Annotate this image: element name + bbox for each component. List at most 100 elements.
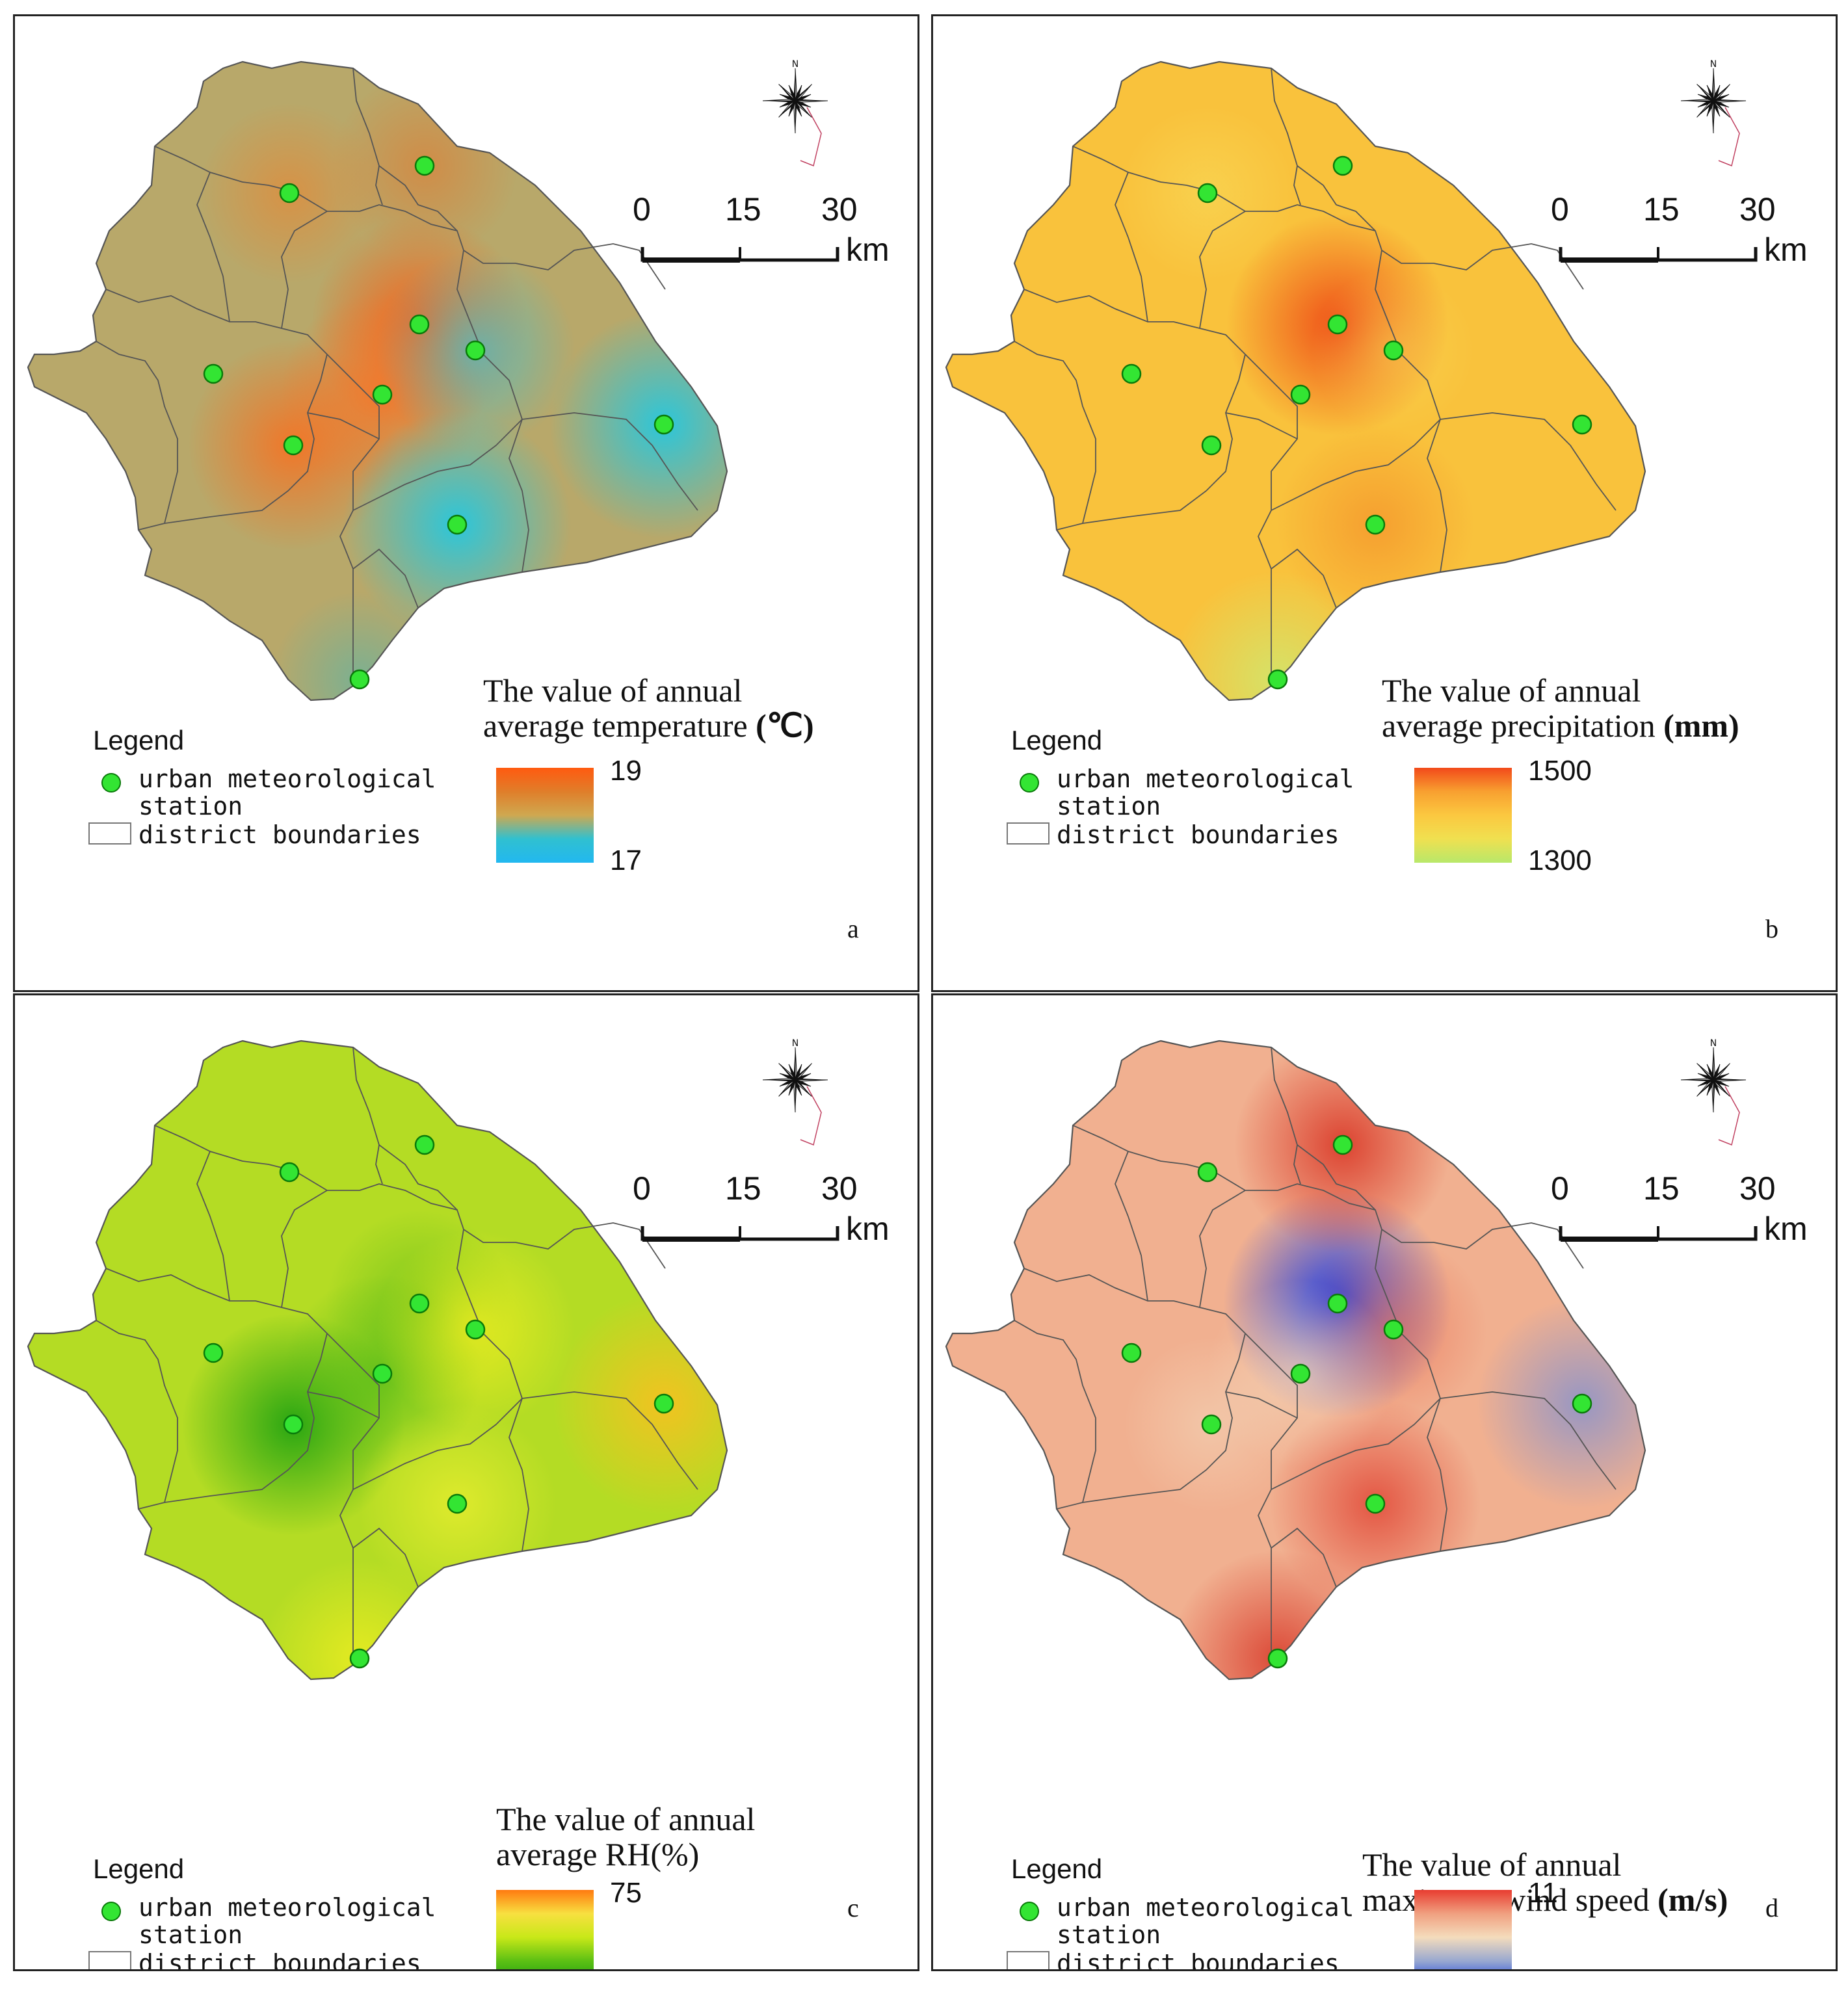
ramp-max-label: 75 [610, 1877, 642, 1909]
district-boundary-16 [1271, 1527, 1337, 1588]
map-panel-d: N 0 15 30 km The value of annual maximum… [931, 993, 1838, 1971]
district-boundary-2 [1277, 204, 1434, 264]
ramp-max-label: 11 [1528, 1877, 1558, 1909]
district-boundary-6 [1440, 412, 1617, 511]
north-arrow-icon: N [1680, 59, 1747, 167]
station-marker [447, 1493, 468, 1514]
district-boundary-11 [1115, 1151, 1148, 1302]
station-marker [1121, 1343, 1142, 1363]
station-markers [203, 155, 674, 690]
scale-tick-15: 15 [725, 1170, 761, 1207]
color-ramp [1414, 1890, 1512, 1969]
district-boundary-2 [359, 204, 516, 264]
panel-letter: c [847, 1893, 859, 1922]
station-marker [1290, 1363, 1311, 1384]
north-arrow-icon: N [762, 59, 828, 167]
district-boundary-6 [521, 1391, 698, 1490]
district-boundary-10 [326, 354, 380, 686]
legend-station-icon [1020, 773, 1039, 793]
district-boundary-4 [456, 1229, 523, 1399]
district-boundary-7 [508, 1398, 529, 1552]
district-boundary-16 [1271, 548, 1337, 609]
scale-tick-0: 0 [1551, 1170, 1569, 1207]
district-boundary-0 [352, 1047, 383, 1185]
district-boundary-1 [154, 1125, 360, 1191]
station-marker [203, 363, 224, 384]
district-boundary-9 [1056, 354, 1246, 531]
district-boundary-10 [1245, 1333, 1298, 1665]
ramp-title-line2: average precipitation (mm) [1382, 707, 1739, 744]
scale-tick-30: 30 [821, 191, 858, 228]
district-boundary-14 [1014, 341, 1096, 524]
station-marker [1201, 1414, 1222, 1435]
station-marker [1290, 384, 1311, 405]
district-boundary-16 [352, 548, 419, 609]
legend-station-label: urban meteorological [1057, 1893, 1354, 1922]
north-label: N [792, 59, 799, 70]
north-label: N [792, 1038, 799, 1049]
district-boundary-1 [1072, 1125, 1278, 1191]
district-boundary-0 [1271, 1047, 1301, 1185]
station-markers [1121, 1134, 1592, 1669]
ramp-title-line1: The value of annual [1382, 672, 1641, 709]
legend-station-icon [1020, 1902, 1039, 1921]
district-boundary-4 [1375, 250, 1441, 420]
district-boundary-9 [138, 354, 328, 531]
station-marker [1365, 514, 1386, 535]
ramp-min-label: 3 [1528, 1967, 1544, 1969]
station-marker [1267, 669, 1288, 690]
district-boundary-1 [1072, 146, 1278, 212]
map-panel-b: N 0 15 30 km The value of annual average… [931, 14, 1838, 992]
legend-title: Legend [93, 725, 185, 755]
district-boundary-2 [359, 1183, 516, 1243]
color-ramp [1414, 768, 1512, 863]
district-boundary-11 [196, 172, 230, 322]
district-boundary-0 [1271, 68, 1301, 205]
scale-bar [1559, 1226, 1758, 1242]
station-marker [283, 435, 304, 456]
legend-station-label-cont: station [1057, 1920, 1161, 1949]
district-boundary-7 [1427, 1398, 1447, 1552]
district-boundary-13 [1297, 165, 1376, 231]
legend-title: Legend [1011, 725, 1103, 755]
station-marker [349, 669, 370, 690]
station-marker [1197, 1162, 1218, 1183]
station-marker [283, 1414, 304, 1435]
scale-bar [640, 1226, 839, 1242]
legend-station-label: urban meteorological [1057, 765, 1354, 793]
ramp-title-line1: The value of annual [483, 672, 743, 709]
scale-tick-0: 0 [1551, 191, 1569, 228]
north-label: N [1710, 59, 1717, 70]
station-marker [1327, 1293, 1348, 1314]
ramp-min-label: 1300 [1528, 845, 1592, 876]
legend-station-label: urban meteorological [139, 1893, 436, 1922]
legend-station-icon [101, 1902, 121, 1921]
district-boundary-13 [1297, 1144, 1376, 1211]
ramp-title-line2: average temperature (℃) [483, 707, 814, 744]
station-marker [653, 1393, 674, 1414]
scale-tick-30: 30 [1739, 191, 1776, 228]
station-marker [203, 1343, 224, 1363]
district-boundary-6 [1440, 1391, 1617, 1490]
station-marker [1383, 1319, 1404, 1340]
district-boundaries [945, 1040, 1646, 1681]
ramp-title-unit: (mm) [1663, 707, 1739, 744]
city-outline [945, 60, 1646, 701]
district-boundary-2 [1277, 1183, 1434, 1243]
map-canvas: N [27, 1038, 839, 1681]
district-boundary-12 [1199, 1190, 1246, 1308]
district-boundaries [27, 1040, 728, 1681]
district-boundary-1 [154, 146, 360, 212]
district-boundary-13 [378, 1144, 458, 1211]
district-boundary-7 [508, 419, 529, 573]
district-boundary-13 [378, 165, 458, 231]
legend-boundary-label: district boundaries [139, 1949, 421, 1971]
station-marker [1572, 414, 1592, 435]
station-marker [414, 1134, 435, 1155]
station-marker [372, 1363, 393, 1384]
legend-station-label: urban meteorological [139, 765, 436, 793]
district-boundary-15 [307, 412, 380, 439]
station-marker [279, 1162, 300, 1183]
district-boundary-4 [456, 250, 523, 420]
ramp-title-line2: average RH(%) [496, 1836, 700, 1872]
